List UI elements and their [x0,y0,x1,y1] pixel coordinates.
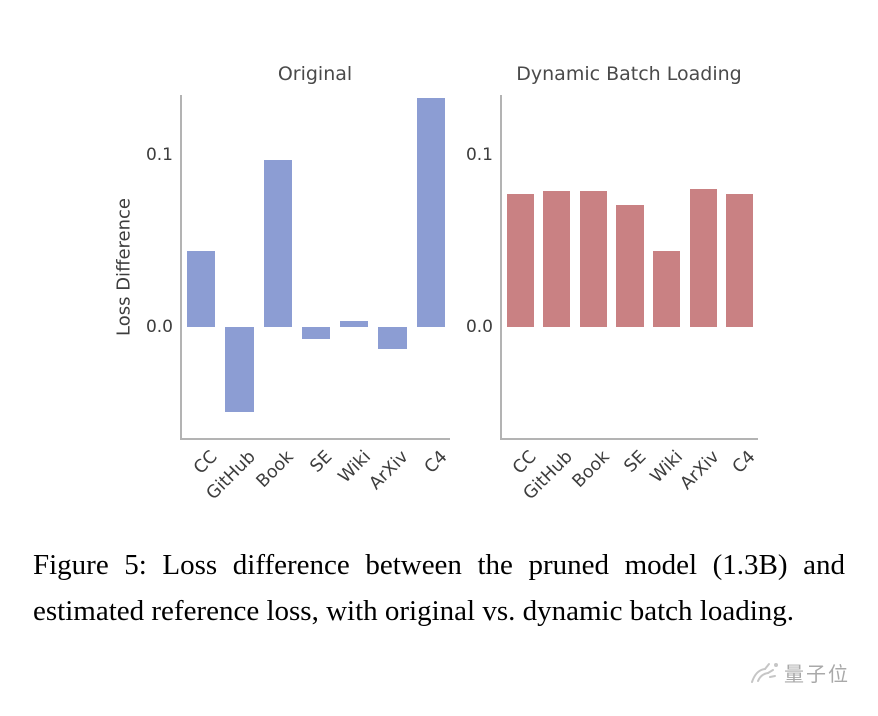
bar-c4 [416,98,446,327]
x-tick-label: CC [189,447,222,479]
bar-se [616,204,644,327]
watermark-text: 量子位 [784,662,850,686]
x-tick-label: Book [568,447,614,492]
y-tick-label: 0.1 [145,145,173,166]
watermark: 量子位 [749,658,850,687]
chart-title-dynamic-batch-loading: Dynamic Batch Loading [516,63,742,85]
chart-original: Original 0.1 0.0 CC GitHub Book SE Wiki ArXiv C4 [146,60,451,504]
bar-arxiv [689,189,717,327]
bar-github [225,326,254,413]
bar-wiki [653,251,681,327]
bar-book [263,160,292,327]
y-tick-label: 0.0 [145,316,173,337]
bar-wiki [340,321,369,327]
x-tick-label: Book [252,447,298,492]
qbitai-logo-icon [749,660,779,686]
chart-title-original: Original [277,63,353,85]
bar-cc [186,251,216,327]
x-tick-label: SE [306,447,337,477]
x-tick-label: C4 [420,447,452,478]
plot-area: 0.1 0.0 CC GitHub Book SE Wiki ArXiv C4 [146,95,451,504]
figure-caption: Figure 5: Loss difference between the pr… [33,549,845,628]
bar-c4 [726,194,754,327]
chart-dynamic-batch-loading: Dynamic Batch Loading 0.1 0.0 CC GitHub Book… [466,60,760,504]
bar-github [543,191,571,327]
bar-book [579,191,607,327]
y-tick-label: 0.0 [465,316,493,337]
x-tick-label: ArXiv [676,447,724,494]
plot-area: 0.1 0.0 CC GitHub Book SE Wiki ArXiv C4 [466,95,760,504]
x-tick-label: C4 [729,447,760,478]
bar-se [301,326,331,339]
bar-arxiv [378,326,407,349]
y-tick-label: 0.1 [465,145,493,166]
y-axis-label: Loss Difference [113,198,135,337]
x-tick-label: ArXiv [365,447,413,494]
bar-cc [506,194,534,327]
